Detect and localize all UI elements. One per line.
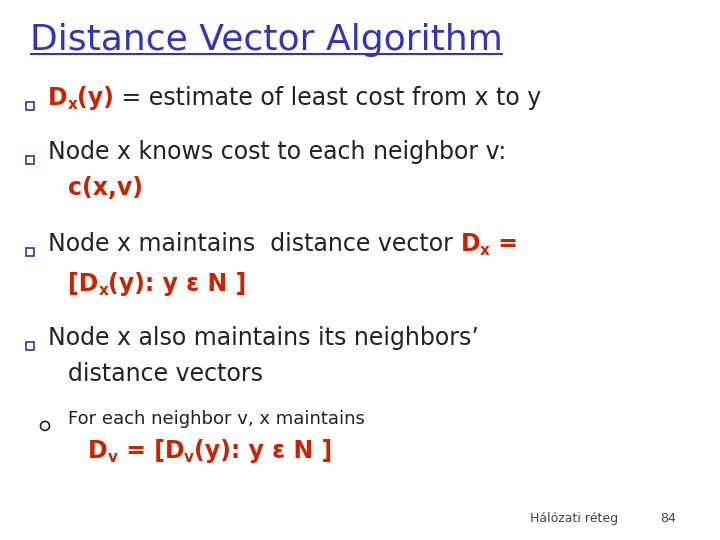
Text: = [D: = [D [117, 439, 184, 463]
Text: v: v [184, 450, 194, 465]
Text: Node x knows cost to each neighbor v:: Node x knows cost to each neighbor v: [48, 140, 506, 164]
Text: Node x maintains  distance vector: Node x maintains distance vector [48, 232, 460, 256]
Text: Distance Vector Algorithm: Distance Vector Algorithm [30, 23, 503, 57]
Bar [26, 102, 34, 110]
Text: 84: 84 [660, 512, 676, 525]
Text: distance vectors: distance vectors [68, 362, 263, 386]
Text: (y): (y) [78, 86, 114, 110]
Text: x: x [68, 97, 78, 112]
Text: [D: [D [68, 272, 99, 295]
Text: c(x,v): c(x,v) [68, 177, 143, 200]
Text: D: D [460, 232, 480, 256]
Bar [26, 341, 34, 349]
Text: Hálózati réteg: Hálózati réteg [530, 512, 618, 525]
Text: = estimate of least cost from x to y: = estimate of least cost from x to y [114, 86, 541, 110]
Text: Node x also maintains its neighbors’: Node x also maintains its neighbors’ [48, 326, 479, 349]
Text: For each neighbor v, x maintains: For each neighbor v, x maintains [68, 410, 365, 428]
Text: =: = [490, 232, 518, 256]
Text: (y): y ε N ]: (y): y ε N ] [108, 272, 246, 295]
Text: x: x [480, 243, 490, 258]
Text: D: D [88, 439, 107, 463]
Text: v: v [107, 450, 117, 465]
Bar [26, 248, 34, 256]
Text: D: D [48, 86, 68, 110]
Text: x: x [99, 282, 108, 298]
Text: (y): y ε N ]: (y): y ε N ] [194, 439, 333, 463]
Bar [26, 156, 34, 164]
